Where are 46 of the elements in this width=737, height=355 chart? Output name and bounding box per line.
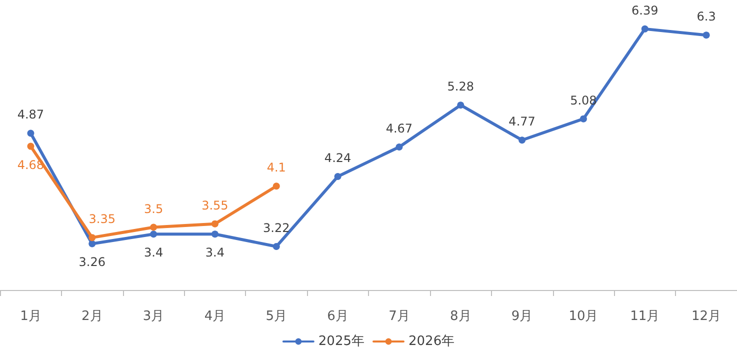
point xyxy=(150,230,158,238)
data-label: 5.28 xyxy=(447,80,474,94)
point xyxy=(580,115,587,122)
x-tick-label: 5月 xyxy=(266,309,288,324)
data-label: 6.3 xyxy=(696,10,716,24)
x-tick-label: 6月 xyxy=(327,309,348,324)
x-tick-label: 12月 xyxy=(692,309,722,324)
point xyxy=(88,240,96,248)
data-label: 3.4 xyxy=(205,246,225,260)
x-tick-label: 7月 xyxy=(388,309,410,324)
x-tick-label: 1月 xyxy=(20,309,42,324)
point xyxy=(272,182,280,190)
point xyxy=(457,102,464,109)
point xyxy=(211,230,218,238)
data-label: 3.35 xyxy=(88,212,116,226)
data-label: 4.87 xyxy=(17,108,44,122)
x-tick-label: 10月 xyxy=(568,309,598,324)
data-label: 4.77 xyxy=(508,114,536,129)
data-label: 6.39 xyxy=(632,3,658,18)
point xyxy=(518,136,526,144)
point xyxy=(88,234,96,242)
x-tick-label: 8月 xyxy=(450,309,472,324)
data-label: 3.4 xyxy=(144,246,164,260)
data-label: 3.5 xyxy=(144,202,164,216)
point xyxy=(27,130,34,137)
x-tick-label: 3月 xyxy=(142,309,164,324)
data-label: 4.24 xyxy=(324,150,352,165)
x-tick-label: 11月 xyxy=(630,309,660,324)
x-tick-label: 4月 xyxy=(204,309,226,324)
data-label: 4.67 xyxy=(386,121,413,136)
x-tick-label: 9月 xyxy=(511,309,533,324)
data-label: 3.26 xyxy=(78,255,106,270)
x-tick-label: 2月 xyxy=(81,309,103,324)
data-label: 3.55 xyxy=(202,198,228,212)
point xyxy=(150,224,158,231)
point xyxy=(641,25,648,32)
point xyxy=(396,143,403,150)
point xyxy=(27,142,34,150)
point xyxy=(211,220,218,228)
point xyxy=(702,32,710,39)
data-label: 3.22 xyxy=(263,220,290,235)
point xyxy=(334,172,342,180)
legend-label: 2026年 xyxy=(408,334,455,349)
legend-label: 2025年 xyxy=(318,334,365,349)
data-label: 4.1 xyxy=(266,160,286,175)
point xyxy=(272,242,280,250)
